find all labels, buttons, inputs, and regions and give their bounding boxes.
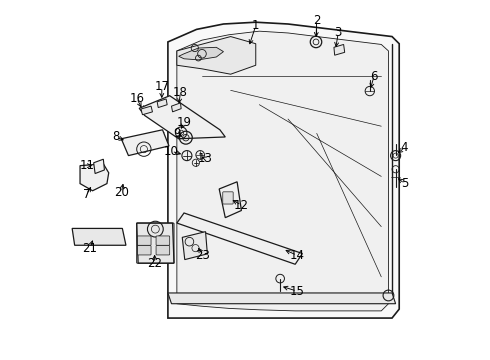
Text: 12: 12 <box>234 199 249 212</box>
FancyBboxPatch shape <box>137 236 151 245</box>
Text: 10: 10 <box>164 145 179 158</box>
FancyBboxPatch shape <box>137 246 151 255</box>
Text: 20: 20 <box>114 186 129 199</box>
Polygon shape <box>72 228 126 245</box>
Text: 16: 16 <box>129 92 144 105</box>
Text: 1: 1 <box>252 19 260 32</box>
Text: 23: 23 <box>196 249 211 262</box>
Polygon shape <box>177 213 302 264</box>
Text: 15: 15 <box>290 285 304 298</box>
Text: 3: 3 <box>335 27 342 40</box>
Text: 11: 11 <box>80 159 95 172</box>
FancyBboxPatch shape <box>223 192 233 204</box>
Polygon shape <box>219 182 242 218</box>
Polygon shape <box>334 44 344 55</box>
Text: 4: 4 <box>401 141 408 154</box>
Text: 5: 5 <box>401 177 408 190</box>
Polygon shape <box>177 37 256 74</box>
Text: 21: 21 <box>83 242 98 255</box>
Polygon shape <box>157 99 167 108</box>
Polygon shape <box>168 293 395 304</box>
Polygon shape <box>141 106 152 115</box>
Polygon shape <box>94 159 104 174</box>
Text: 17: 17 <box>154 80 170 93</box>
Text: 6: 6 <box>370 69 378 82</box>
FancyBboxPatch shape <box>156 236 170 245</box>
Text: 2: 2 <box>313 14 320 27</box>
Text: 8: 8 <box>112 130 120 144</box>
Text: 22: 22 <box>147 257 162 270</box>
Text: 9: 9 <box>173 127 181 140</box>
Text: 14: 14 <box>290 249 304 262</box>
Text: 13: 13 <box>198 152 213 165</box>
Polygon shape <box>80 164 109 191</box>
Polygon shape <box>182 231 207 260</box>
FancyBboxPatch shape <box>156 246 170 255</box>
Text: 7: 7 <box>83 188 90 201</box>
Polygon shape <box>168 22 399 318</box>
Polygon shape <box>177 31 389 311</box>
Polygon shape <box>137 223 174 263</box>
Polygon shape <box>179 47 223 60</box>
Polygon shape <box>139 96 225 139</box>
Text: 18: 18 <box>173 86 188 99</box>
Polygon shape <box>122 130 169 156</box>
Text: 19: 19 <box>176 116 192 129</box>
Polygon shape <box>172 103 181 112</box>
